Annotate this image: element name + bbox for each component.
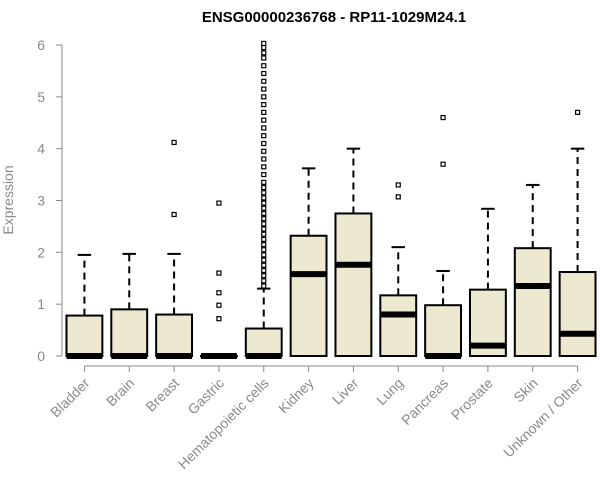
outlier-point bbox=[574, 109, 581, 115]
outlier-point bbox=[261, 221, 267, 227]
outlier-point bbox=[440, 114, 446, 121]
box-lung bbox=[379, 182, 418, 358]
outlier-point bbox=[261, 109, 267, 115]
y-tick-label: 6 bbox=[37, 37, 45, 53]
outlier-point bbox=[261, 205, 267, 211]
outlier-point bbox=[261, 231, 267, 237]
y-tick-label: 1 bbox=[37, 296, 45, 312]
y-axis-title: Expression bbox=[0, 165, 16, 234]
outlier-point bbox=[261, 283, 267, 289]
outlier-point bbox=[261, 55, 267, 61]
outlier-point bbox=[261, 63, 267, 69]
outlier-point bbox=[395, 182, 401, 188]
outlier-point bbox=[261, 117, 267, 123]
outlier-point bbox=[261, 278, 267, 284]
outlier-point bbox=[171, 211, 177, 218]
y-tick-label: 4 bbox=[37, 141, 45, 157]
outlier-point bbox=[216, 302, 222, 308]
box-pancreas bbox=[424, 114, 463, 359]
outlier-point bbox=[171, 139, 177, 146]
outlier-point bbox=[261, 148, 267, 154]
y-tick-label: 0 bbox=[37, 348, 45, 364]
x-tick-label: Lung bbox=[373, 375, 406, 408]
outlier-point bbox=[261, 70, 267, 77]
outlier-point bbox=[261, 156, 267, 162]
x-tick-label: Brain bbox=[103, 375, 137, 409]
box-body bbox=[65, 314, 104, 358]
box-body bbox=[424, 304, 463, 358]
box-gastric bbox=[199, 200, 238, 359]
outlier-point bbox=[261, 200, 267, 206]
plot-area bbox=[65, 40, 597, 359]
outlier-point bbox=[261, 210, 267, 217]
x-tick-label: Prostate bbox=[448, 375, 496, 423]
outlier-point bbox=[440, 161, 446, 167]
outlier-point bbox=[261, 190, 267, 196]
box-breast bbox=[155, 139, 194, 359]
box-body bbox=[244, 327, 283, 357]
box-body bbox=[289, 234, 328, 358]
x-tick-label: Liver bbox=[329, 375, 362, 408]
box-prostate bbox=[468, 207, 507, 357]
x-tick-label: Gastric bbox=[184, 375, 227, 418]
x-tick-label: Skin bbox=[510, 375, 541, 406]
outlier-point bbox=[261, 78, 267, 84]
box-body bbox=[379, 294, 418, 358]
x-tick-label: Breast bbox=[142, 375, 182, 415]
outlier-point bbox=[261, 241, 267, 248]
outlier-point bbox=[261, 102, 267, 108]
x-tick-label: Unknown / Other bbox=[500, 375, 586, 461]
outlier-point bbox=[261, 40, 267, 47]
outlier-point bbox=[261, 94, 267, 100]
outlier-point bbox=[261, 236, 267, 242]
outlier-point bbox=[395, 194, 401, 200]
chart-title: ENSG00000236768 - RP11-1029M24.1 bbox=[202, 9, 466, 26]
box-brain bbox=[110, 252, 149, 359]
outlier-point bbox=[261, 226, 267, 232]
box-body bbox=[334, 212, 373, 357]
x-tick-label: Pancreas bbox=[398, 375, 451, 428]
outlier-point bbox=[261, 267, 267, 274]
outlier-point bbox=[216, 270, 222, 276]
box-body bbox=[110, 308, 149, 358]
box-unknown-other bbox=[558, 109, 597, 357]
outlier-point bbox=[261, 50, 267, 56]
outlier-point bbox=[261, 86, 267, 92]
y-tick-label: 3 bbox=[37, 193, 45, 209]
outlier-point bbox=[261, 195, 267, 201]
outlier-point bbox=[261, 133, 267, 139]
box-kidney bbox=[289, 167, 328, 358]
y-tick-label: 5 bbox=[37, 89, 45, 105]
x-tick-label: Bladder bbox=[47, 375, 93, 421]
outlier-point bbox=[261, 252, 267, 258]
y-tick-label: 2 bbox=[37, 244, 45, 260]
box-body bbox=[513, 247, 552, 357]
box-hematopoietic-cells bbox=[244, 40, 283, 359]
box-skin bbox=[513, 183, 552, 357]
outlier-point bbox=[261, 164, 267, 170]
x-tick-label: Kidney bbox=[275, 375, 317, 417]
outlier-point bbox=[261, 125, 267, 131]
y-axis: 0 1 2 3 4 5 6 bbox=[37, 37, 63, 364]
box-body bbox=[155, 313, 194, 357]
outlier-point bbox=[261, 184, 267, 191]
outlier-point bbox=[261, 44, 267, 51]
box-body bbox=[558, 271, 597, 357]
outlier-point bbox=[261, 140, 267, 147]
outlier-point bbox=[261, 262, 267, 268]
outlier-point bbox=[261, 257, 267, 263]
box-liver bbox=[334, 147, 373, 357]
outlier-point bbox=[216, 316, 222, 322]
outlier-point bbox=[261, 216, 267, 222]
outlier-point bbox=[261, 179, 267, 185]
outlier-point bbox=[261, 247, 267, 253]
outlier-point bbox=[261, 273, 267, 279]
outlier-point bbox=[261, 171, 267, 178]
outlier-point bbox=[216, 290, 222, 296]
box-bladder bbox=[65, 253, 104, 359]
outlier-point bbox=[216, 200, 222, 206]
